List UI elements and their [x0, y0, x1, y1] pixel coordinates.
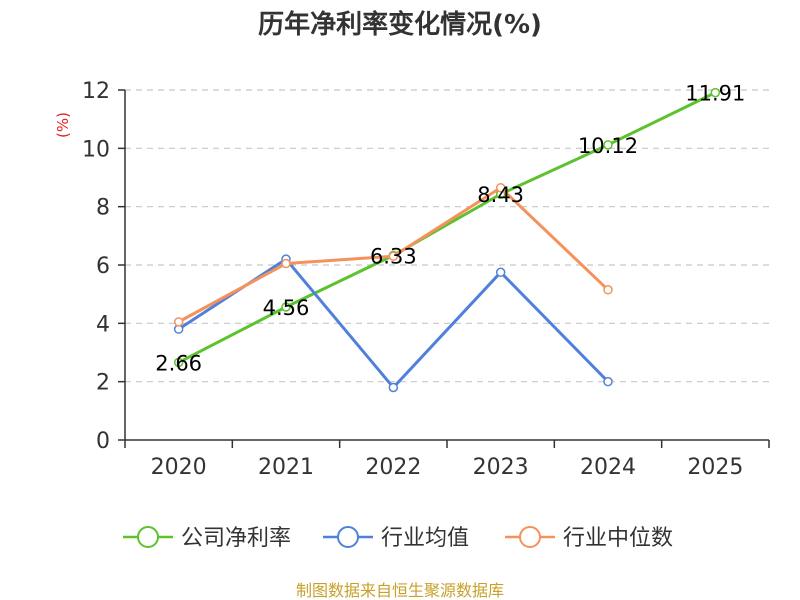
data-label: 10.12 — [578, 134, 638, 158]
data-label: 11.91 — [685, 82, 745, 106]
data-point — [388, 382, 399, 393]
legend: 公司净利率 行业均值 行业中位数 — [123, 526, 673, 551]
data-point — [603, 376, 613, 387]
chart-title: 历年净利率变化情况(%) — [258, 9, 542, 40]
data-label: 4.56 — [263, 296, 310, 320]
x-tick-label: 2021 — [258, 455, 314, 480]
data-label: 2.66 — [155, 351, 202, 375]
legend-marker — [519, 526, 541, 548]
data-label: 6.33 — [370, 244, 417, 268]
data-point — [388, 251, 399, 261]
x-tick-label: 2025 — [687, 455, 743, 480]
y-axis-unit-label: (%) — [54, 112, 72, 138]
legend-marker — [137, 526, 159, 548]
series-lines — [173, 87, 721, 393]
series-line — [177, 91, 716, 364]
data-point — [281, 258, 291, 269]
y-tick-label: 12 — [82, 79, 110, 104]
data-point — [495, 267, 506, 278]
x-tick-label: 2022 — [365, 455, 421, 480]
legend-marker — [337, 526, 359, 548]
y-tick-label: 0 — [96, 429, 110, 454]
data-label: 8.43 — [477, 183, 524, 207]
y-tick-label: 10 — [82, 137, 110, 162]
data-labels: 2.66 4.56 6.33 8.43 10.12 11.91 — [155, 82, 745, 376]
data-point — [281, 302, 291, 312]
data-point — [173, 357, 184, 368]
data-point — [495, 182, 506, 193]
y-tick-label: 8 — [96, 196, 110, 221]
legend-label: 行业中位数 — [563, 526, 673, 551]
data-point — [710, 87, 721, 98]
legend-label: 公司净利率 — [181, 526, 291, 551]
x-tick-label: 2024 — [580, 455, 636, 480]
gridlines — [125, 89, 769, 383]
x-tick-label: 2023 — [473, 455, 529, 480]
source-note: 制图数据来自恒生聚源数据库 — [296, 581, 504, 600]
axes: 0 2 4 6 8 10 12 2020 2021 2022 2023 2024 2025 — [82, 79, 770, 480]
data-point — [173, 317, 184, 327]
x-tick-label: 2020 — [151, 455, 207, 480]
data-point — [603, 285, 613, 295]
y-tick-label: 4 — [96, 312, 110, 337]
y-tick-label: 6 — [96, 254, 110, 279]
y-tick-label: 2 — [96, 371, 110, 396]
legend-label: 行业均值 — [381, 526, 469, 551]
data-point — [603, 140, 613, 150]
